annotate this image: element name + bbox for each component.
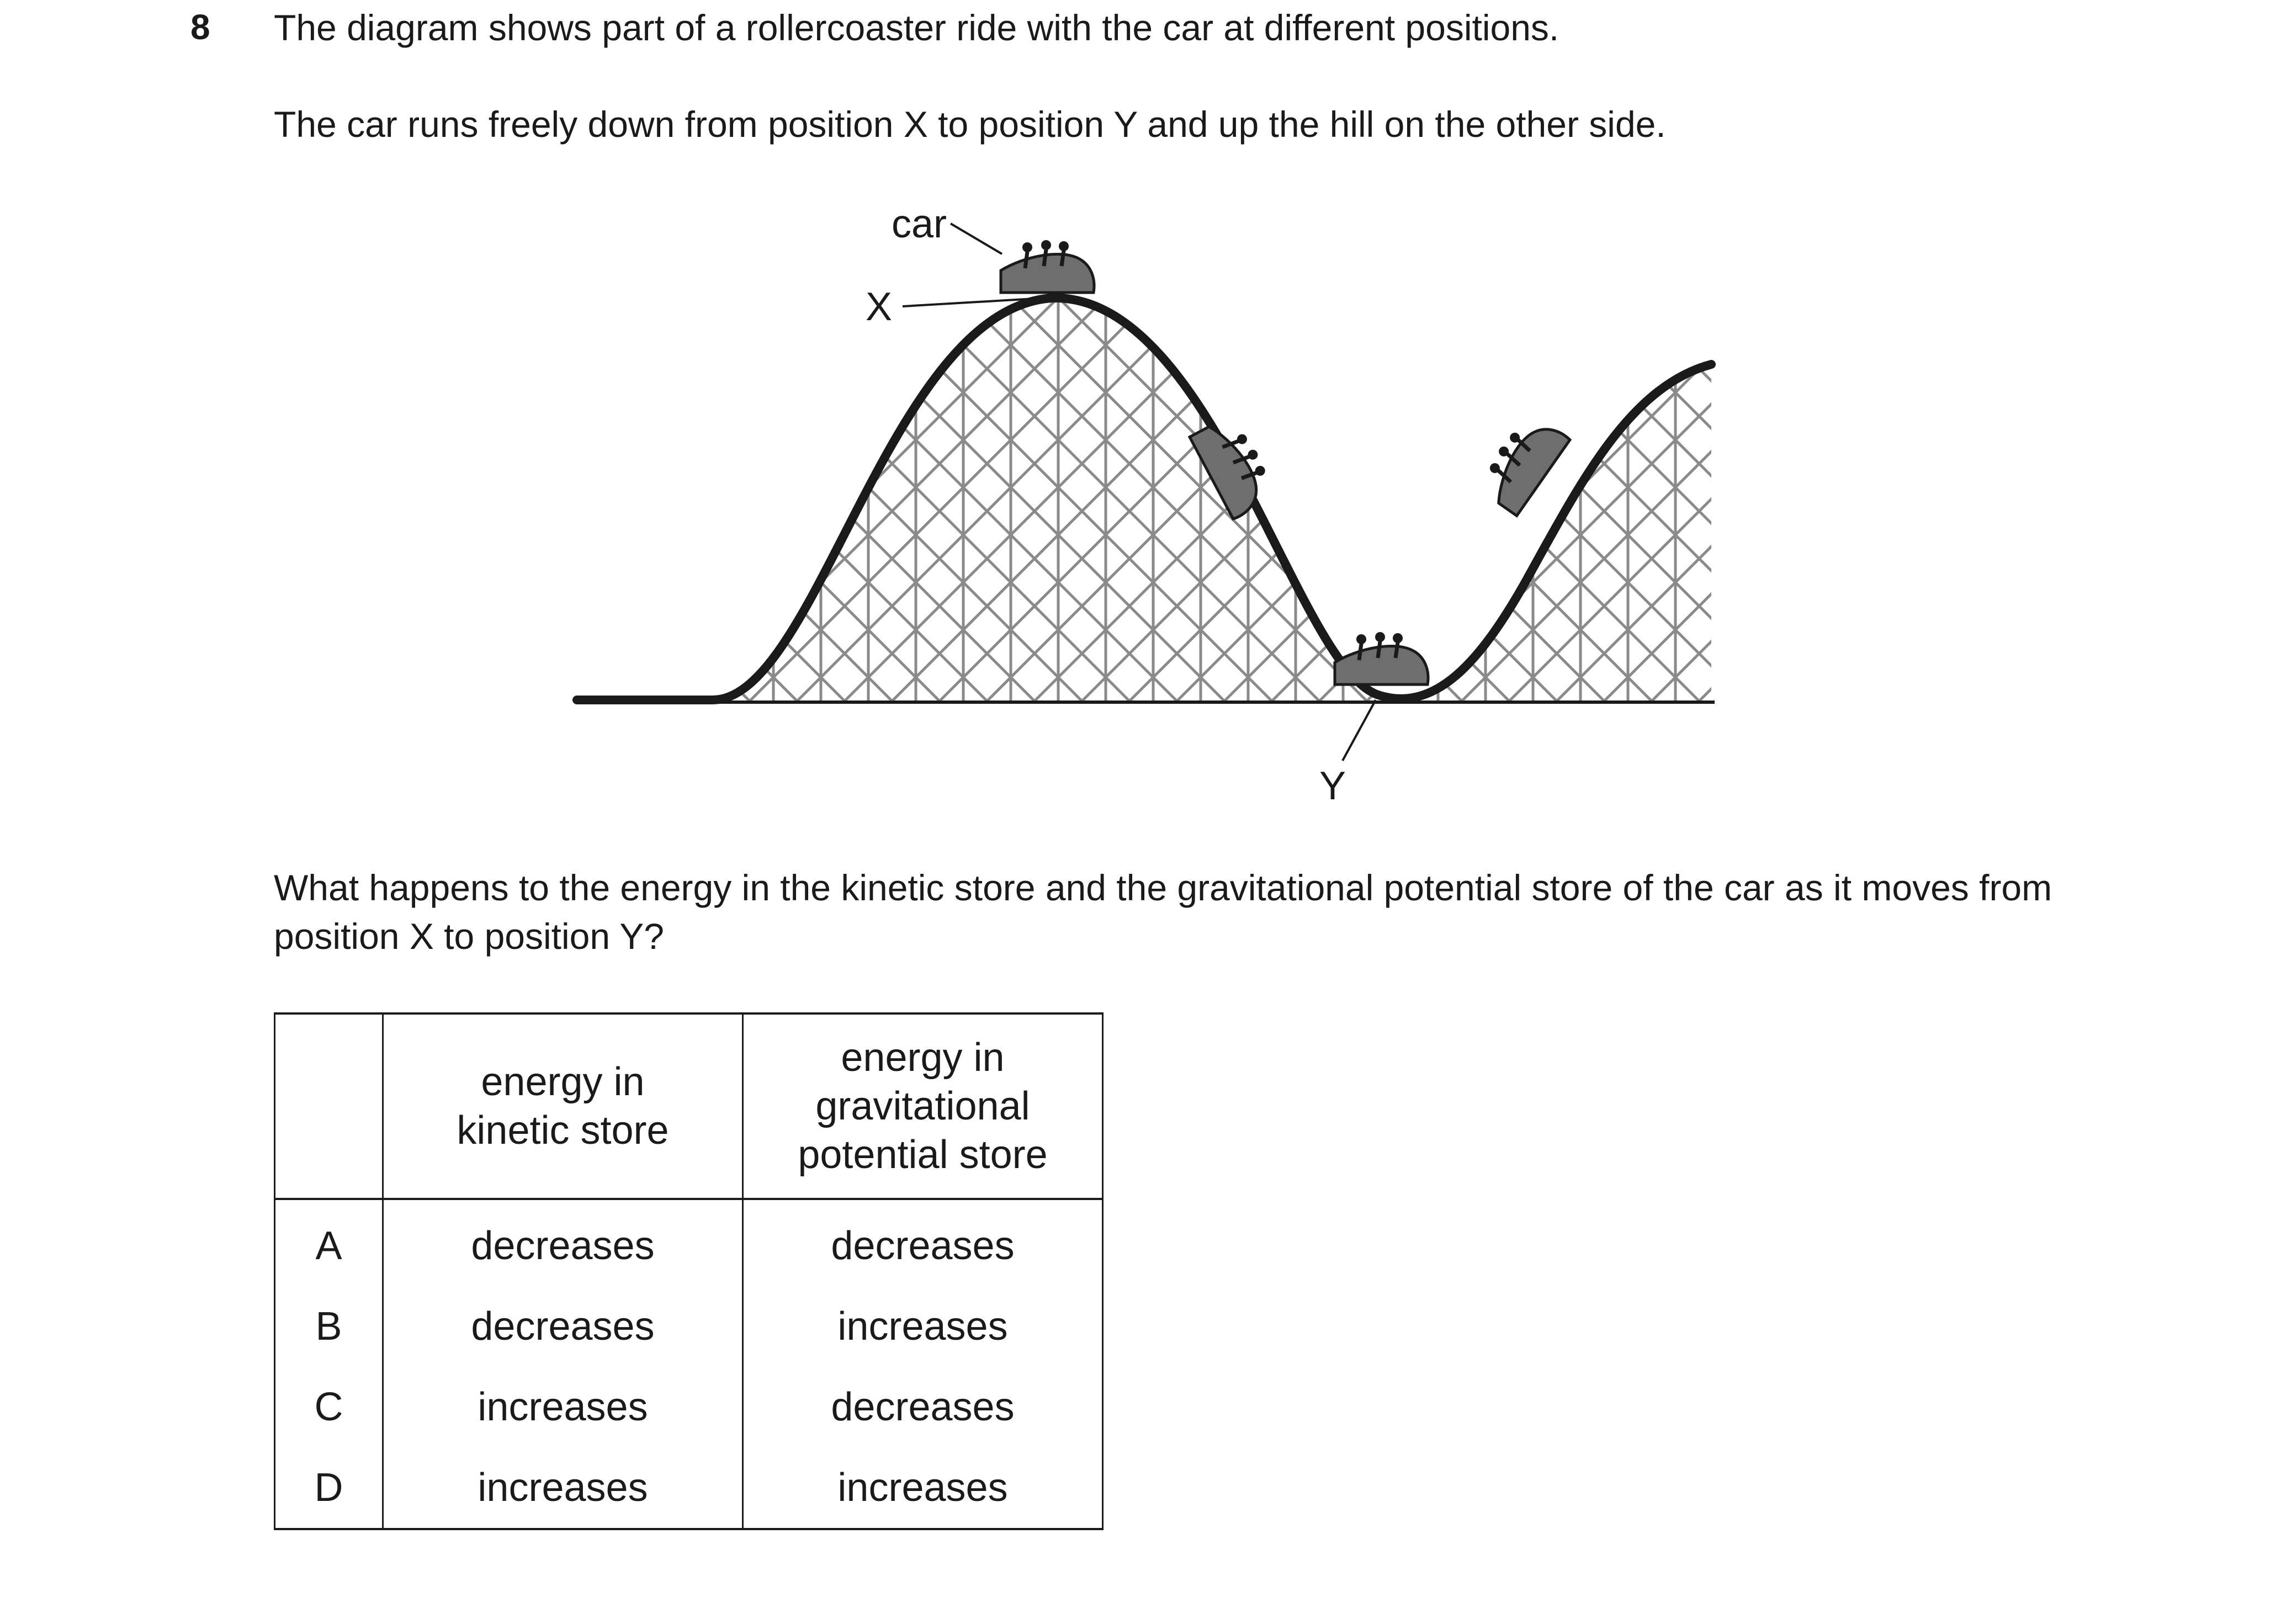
option-kinetic-value: decreases <box>382 1199 744 1286</box>
option-letter: B <box>274 1286 384 1367</box>
header-gpe-store: energy in gravitational potential store <box>742 1012 1104 1200</box>
car-leader-line <box>949 222 1003 255</box>
option-row-a[interactable]: A decreases decreases <box>274 1199 1104 1286</box>
y-leader-line <box>1341 699 1377 761</box>
question-prompt: What happens to the energy in the kineti… <box>274 867 2052 957</box>
option-gpe-value: decreases <box>742 1367 1104 1447</box>
header-gpe-line-2: gravitational <box>815 1084 1030 1128</box>
x-leader-line <box>902 297 1044 307</box>
option-row-b[interactable]: B decreases increases <box>274 1286 1104 1367</box>
option-row-c[interactable]: C increases decreases <box>274 1367 1104 1447</box>
table-header-row: energy in kinetic store energy in gravit… <box>274 1012 1104 1200</box>
rollercoaster-diagram: car X Y <box>572 202 1716 808</box>
header-kinetic-line-1: energy in <box>481 1060 645 1104</box>
option-kinetic-value: increases <box>382 1367 744 1447</box>
option-letter: C <box>274 1367 384 1447</box>
question-number: 8 <box>190 7 210 47</box>
option-gpe-value: increases <box>742 1286 1104 1367</box>
car-on-upslope <box>1489 428 1572 518</box>
car-at-x <box>999 240 1096 294</box>
header-blank-cell <box>274 1012 384 1200</box>
option-kinetic-value: increases <box>382 1447 744 1530</box>
rollercoaster-track <box>572 293 1716 705</box>
option-letter: A <box>274 1199 384 1286</box>
question-stem-line-2: The car runs freely down from position X… <box>274 104 1666 145</box>
answer-options-table: energy in kinetic store energy in gravit… <box>274 1012 1104 1530</box>
car-at-y <box>1333 632 1430 686</box>
option-letter: D <box>274 1447 384 1530</box>
car-on-downslope <box>1187 425 1265 521</box>
car-label: car <box>892 202 947 246</box>
question-stem-line-1: The diagram shows part of a rollercoaste… <box>274 7 1559 48</box>
header-gpe-line-3: potential store <box>798 1133 1048 1177</box>
header-kinetic-store: energy in kinetic store <box>382 1012 744 1200</box>
option-gpe-value: increases <box>742 1447 1104 1530</box>
header-gpe-line-1: energy in <box>841 1036 1005 1080</box>
option-row-d[interactable]: D increases increases <box>274 1447 1104 1530</box>
option-gpe-value: decreases <box>742 1199 1104 1286</box>
header-kinetic-line-2: kinetic store <box>457 1108 669 1153</box>
option-kinetic-value: decreases <box>382 1286 744 1367</box>
position-x-label: X <box>866 285 892 329</box>
position-y-label: Y <box>1319 764 1346 808</box>
